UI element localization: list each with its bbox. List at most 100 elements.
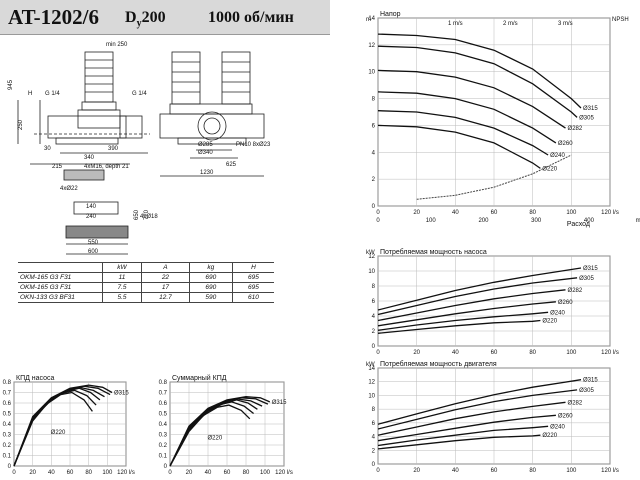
spec-row: OKM-165 G3 F31 7.5 17 690 695	[18, 282, 274, 293]
y-tick-label: 8	[372, 284, 376, 290]
y-tick-label: 0	[372, 462, 376, 468]
x-tick-label: 60	[224, 470, 231, 476]
series-label: Ø240	[550, 310, 565, 316]
series-label: Ø282	[568, 126, 583, 132]
chart-head: 0 20 40 60 80 100 120 l/s 0 2 4 6 8 10 12 14 0 100 200 300…	[366, 11, 640, 228]
series-label: Ø260	[558, 141, 573, 147]
series-line	[169, 398, 263, 467]
spec-cell: OKM-165 G3 F31	[18, 272, 103, 283]
spec-cell: 7.5	[102, 282, 142, 293]
x-tick-label: 60	[491, 350, 498, 356]
series-line	[377, 311, 549, 331]
series-line	[377, 91, 557, 144]
spec-cell: 22	[141, 272, 190, 283]
y-tick-label: 0.8	[3, 380, 12, 386]
x-tick-label: 80	[529, 350, 536, 356]
y-tick-label: 12	[368, 380, 375, 386]
series-line	[377, 434, 541, 450]
spec-cell: 5.5	[102, 292, 142, 303]
x2-tick-label: 400	[584, 218, 595, 224]
y-tick-label: 0.4	[3, 422, 12, 428]
x-tick-label: 80	[243, 470, 250, 476]
x-tick-label: 100	[260, 470, 271, 476]
velocity-label: 3 m/s	[558, 21, 573, 27]
dn-value: 200	[141, 9, 166, 26]
chart-title: Потребляемая мощность насоса	[380, 248, 487, 256]
spec-row: OKM-165 G3 F31 11 22 690 695	[18, 272, 274, 283]
spec-cell: 690	[188, 282, 233, 293]
chart-title: КПД насоса	[16, 375, 55, 382]
chart-title: Суммарный КПД	[172, 374, 227, 382]
x-tick-label: 80	[529, 210, 536, 216]
x-tick-label: 100	[566, 210, 577, 216]
series-line	[377, 267, 582, 311]
y-tick-label: 6	[372, 123, 376, 129]
series-line	[169, 401, 254, 467]
y-tick-label: 0	[372, 204, 376, 210]
x2-tick-label: m³/h	[636, 218, 640, 224]
series-label: Ø315	[583, 106, 598, 112]
x-tick-label: 40	[205, 470, 212, 476]
series-label: Ø315	[583, 266, 598, 272]
series-label: Ø315	[272, 400, 287, 406]
x-tick-label: 0	[168, 470, 172, 476]
x-tick-label: 120 l/s	[601, 350, 619, 356]
y-tick-label: 14	[368, 16, 375, 22]
nominal-diameter: Dy200	[125, 9, 166, 29]
y-tick-label: 4	[372, 150, 376, 156]
y-tick-label: 0.3	[3, 433, 12, 439]
series-line	[377, 33, 582, 109]
chart-pump_power: 0 20 40 60 80 100 120 l/s 0 2 4 6 8 10 12 Потребляемая…	[366, 248, 619, 356]
spec-cell: H	[231, 262, 274, 273]
velocity-label: 1 m/s	[448, 21, 463, 27]
spec-cell: 17	[141, 282, 190, 293]
spec-cell: 12.7	[141, 292, 190, 303]
title-banner: AT-1202/6 Dy200 1000 об/мин	[0, 0, 330, 35]
spec-cell	[18, 262, 103, 273]
x-tick-label: 60	[491, 210, 498, 216]
y-tick-label: 14	[368, 366, 375, 372]
x-tick-label: 120 l/s	[275, 470, 293, 476]
series-line	[377, 425, 549, 447]
spec-cell: 695	[231, 282, 274, 293]
series-line	[13, 389, 97, 467]
series-label: Ø305	[579, 276, 594, 282]
x-tick-label: 0	[376, 210, 380, 216]
series-label: Ø282	[568, 288, 583, 294]
series-label: Ø240	[550, 153, 565, 159]
series-label: Ø315	[114, 391, 129, 397]
chart-pump_eff: 0 20 40 60 80 100 120 l/s 0 0.1 0.2 0.3 0.4 0.5 0.6 0.…	[3, 375, 135, 476]
y-tick-label: 0.5	[159, 412, 168, 418]
x2-tick-label: 0	[376, 218, 380, 224]
series-line	[377, 301, 556, 327]
x2-tick-label: 200	[478, 218, 489, 224]
spec-row: OKN-133 G3 BF31 5.5 12.7 590 610	[18, 292, 274, 303]
model-title: AT-1202/6	[8, 5, 100, 29]
spec-cell: OKM-165 G3 F31	[18, 282, 103, 293]
y-tick-label: 0.8	[159, 380, 168, 386]
y-tick-label: 6	[372, 299, 376, 305]
series-line	[377, 45, 578, 118]
x-tick-label: 20	[413, 468, 420, 474]
series-line	[377, 69, 566, 129]
x2-tick-label: 100	[426, 218, 437, 224]
spec-cell: A	[141, 262, 190, 273]
series-label: Ø260	[558, 413, 573, 419]
x-tick-label: 120 l/s	[117, 470, 135, 476]
y-tick-label: 0	[164, 464, 168, 470]
series-line	[377, 319, 541, 334]
x-tick-label: 60	[67, 470, 74, 476]
series-line	[377, 289, 566, 322]
series-line	[13, 391, 93, 467]
x-tick-label: 0	[12, 470, 16, 476]
series-line	[169, 396, 271, 467]
y-tick-label: 10	[368, 269, 375, 275]
series-label: Ø305	[579, 115, 594, 121]
y2-axis-label: NPSH	[612, 17, 629, 23]
y-tick-label: 6	[372, 421, 376, 427]
x-tick-label: 60	[491, 468, 498, 474]
y-tick-label: 8	[372, 97, 376, 103]
